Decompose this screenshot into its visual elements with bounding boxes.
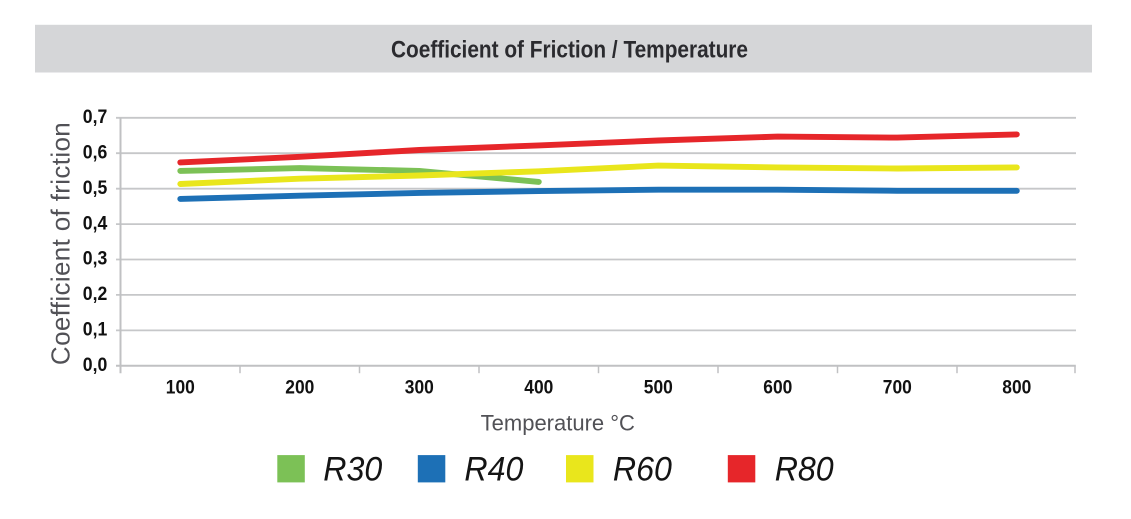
svg-text:R80: R80 <box>775 450 834 488</box>
svg-text:700: 700 <box>883 378 912 399</box>
svg-text:Coefficient of friction: Coefficient of friction <box>46 122 76 365</box>
svg-text:Temperature °C: Temperature °C <box>481 411 635 436</box>
svg-text:300: 300 <box>405 378 434 399</box>
svg-text:0,3: 0,3 <box>83 249 108 270</box>
svg-text:400: 400 <box>524 378 553 399</box>
svg-text:200: 200 <box>285 378 314 399</box>
svg-text:100: 100 <box>166 378 195 399</box>
svg-text:0,0: 0,0 <box>83 355 108 376</box>
svg-text:R60: R60 <box>613 450 672 488</box>
svg-text:0,7: 0,7 <box>83 107 108 128</box>
svg-text:0,4: 0,4 <box>83 213 108 234</box>
svg-text:0,1: 0,1 <box>83 320 108 341</box>
svg-text:500: 500 <box>644 378 673 399</box>
svg-text:R40: R40 <box>464 450 523 488</box>
svg-text:600: 600 <box>763 378 792 399</box>
svg-text:R30: R30 <box>323 450 382 488</box>
svg-text:0,5: 0,5 <box>83 178 108 199</box>
svg-text:Coefficient of Friction / Temp: Coefficient of Friction / Temperature <box>391 37 748 64</box>
svg-text:0,2: 0,2 <box>83 284 108 305</box>
svg-text:800: 800 <box>1002 378 1031 399</box>
svg-text:0,6: 0,6 <box>83 142 108 163</box>
